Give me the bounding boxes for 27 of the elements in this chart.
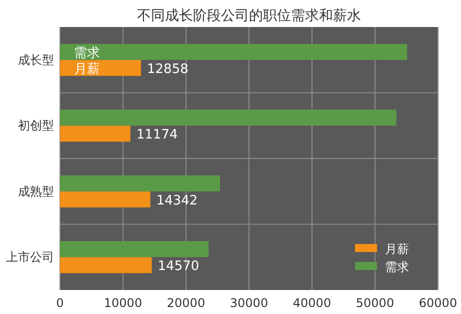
x-tick-label: 40000 — [292, 296, 332, 310]
bar — [60, 191, 150, 208]
legend-label: 月薪 — [385, 242, 409, 256]
x-tick-label: 30000 — [230, 296, 268, 310]
data-label: 14570 — [158, 259, 200, 274]
bar — [60, 241, 209, 258]
y-tick-label: 上市公司 — [6, 250, 54, 264]
x-tick-label: 60000 — [418, 296, 458, 310]
x-tick-label: 0 — [56, 296, 64, 310]
x-tick-label: 10000 — [104, 296, 142, 310]
bar — [60, 257, 152, 274]
y-tick-label: 成熟型 — [18, 184, 54, 198]
bar — [60, 126, 130, 142]
bar — [60, 44, 408, 60]
annotation: 需求 — [74, 46, 100, 61]
bar — [60, 110, 396, 126]
data-label: 11174 — [136, 128, 178, 143]
annotation: 月薪 — [74, 62, 100, 77]
x-tick-label: 20000 — [166, 296, 206, 310]
chart-title: 不同成长阶段公司的职位需求和薪水 — [137, 8, 361, 24]
bar — [60, 175, 220, 192]
x-tick-label: 50000 — [356, 296, 394, 310]
legend-label: 需求 — [385, 260, 409, 274]
y-tick-label: 初创型 — [18, 118, 54, 133]
y-tick-label: 成长型 — [18, 52, 54, 67]
data-label: 12858 — [147, 62, 188, 77]
data-label: 14342 — [156, 193, 198, 208]
